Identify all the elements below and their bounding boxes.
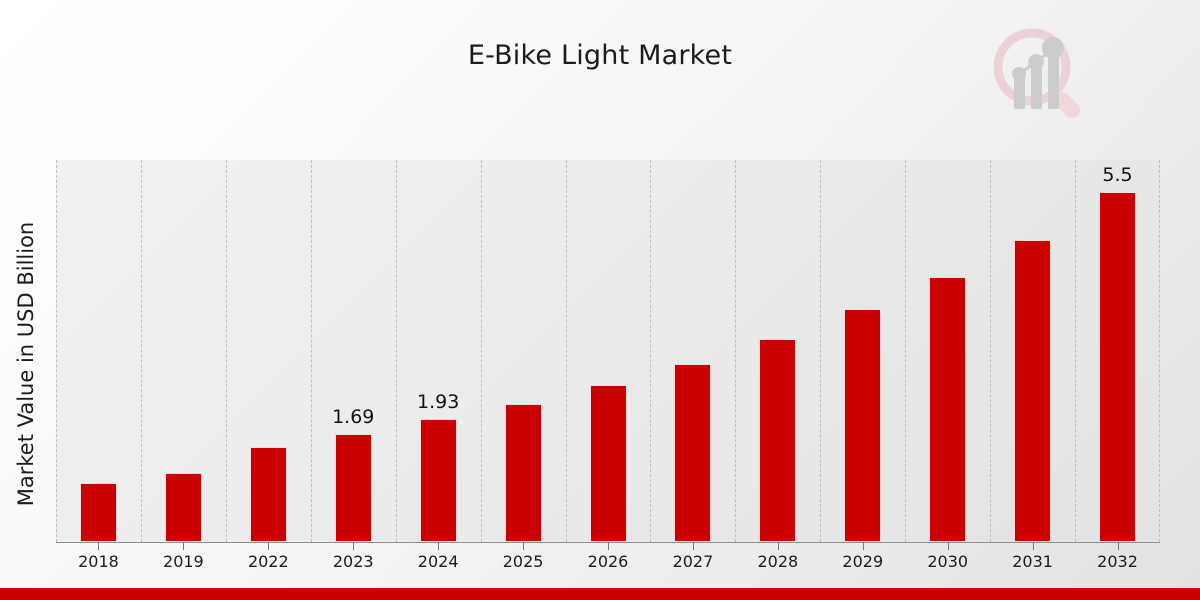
gridline bbox=[56, 160, 58, 542]
bar[interactable] bbox=[844, 308, 882, 542]
bar[interactable] bbox=[929, 276, 967, 542]
x-axis-tick-label: 2025 bbox=[502, 552, 544, 571]
x-axis-tick-label: 2018 bbox=[78, 552, 119, 571]
bar-value-label: 1.93 bbox=[416, 391, 460, 414]
gridline bbox=[650, 160, 652, 542]
bar[interactable] bbox=[334, 434, 372, 542]
bar[interactable] bbox=[249, 446, 287, 542]
gridline bbox=[310, 160, 313, 542]
x-axis-tick-label: 2027 bbox=[672, 552, 714, 571]
x-axis-tick-label: 2032 bbox=[1097, 552, 1138, 571]
gridline bbox=[905, 160, 907, 542]
x-axis-tick bbox=[777, 542, 779, 550]
bar[interactable] bbox=[1014, 240, 1052, 542]
x-axis-tick-label: 2024 bbox=[417, 552, 459, 571]
bar[interactable] bbox=[589, 384, 627, 542]
bar[interactable] bbox=[419, 419, 457, 542]
magnifier-bar-chart-logo-icon bbox=[993, 28, 1080, 118]
bar[interactable] bbox=[759, 338, 797, 542]
x-axis-tick-label: 2028 bbox=[757, 552, 799, 571]
x-axis-tick-label: 2029 bbox=[842, 552, 884, 571]
x-axis-tick bbox=[947, 542, 949, 550]
bar-value-label: 5.5 bbox=[1102, 163, 1133, 186]
gridline bbox=[820, 160, 822, 542]
x-axis-tick bbox=[268, 542, 270, 550]
gridline bbox=[1075, 160, 1077, 542]
bar-value-label: 1.69 bbox=[332, 406, 375, 429]
gridline bbox=[225, 160, 228, 542]
y-axis-label: Market Value in USD Billion bbox=[14, 221, 38, 507]
gridline bbox=[395, 160, 398, 542]
x-axis-tick-label: 2031 bbox=[1012, 552, 1053, 571]
plot-area bbox=[56, 160, 1160, 542]
page-title: E-Bike Light Market bbox=[467, 40, 733, 71]
gridline bbox=[140, 160, 143, 542]
bar[interactable] bbox=[79, 483, 117, 542]
x-axis-tick bbox=[353, 542, 355, 550]
x-axis-tick bbox=[862, 542, 864, 550]
x-axis-tick bbox=[523, 542, 525, 550]
bar[interactable] bbox=[504, 403, 542, 542]
gridline bbox=[565, 160, 568, 542]
gridline bbox=[735, 160, 737, 542]
x-axis-tick-label: 2023 bbox=[332, 552, 374, 571]
x-axis-tick bbox=[1117, 542, 1119, 550]
footer-accent-bar bbox=[0, 588, 1200, 600]
bar[interactable] bbox=[164, 472, 202, 542]
x-axis-tick-label: 2030 bbox=[927, 552, 969, 571]
x-axis-tick bbox=[438, 542, 440, 550]
x-axis-tick bbox=[692, 542, 694, 550]
gridline bbox=[990, 160, 992, 542]
bar[interactable] bbox=[1099, 191, 1137, 542]
x-axis-tick bbox=[98, 542, 100, 550]
gridline bbox=[1159, 160, 1161, 542]
x-axis-tick-label: 2019 bbox=[163, 552, 204, 571]
gridline bbox=[480, 160, 483, 542]
bar[interactable] bbox=[674, 363, 712, 542]
x-axis-tick bbox=[608, 542, 609, 550]
x-axis-tick-label: 2026 bbox=[587, 552, 629, 571]
x-axis-tick-label: 2022 bbox=[247, 552, 289, 571]
x-axis-tick bbox=[1032, 542, 1034, 550]
x-axis-tick bbox=[183, 542, 185, 550]
